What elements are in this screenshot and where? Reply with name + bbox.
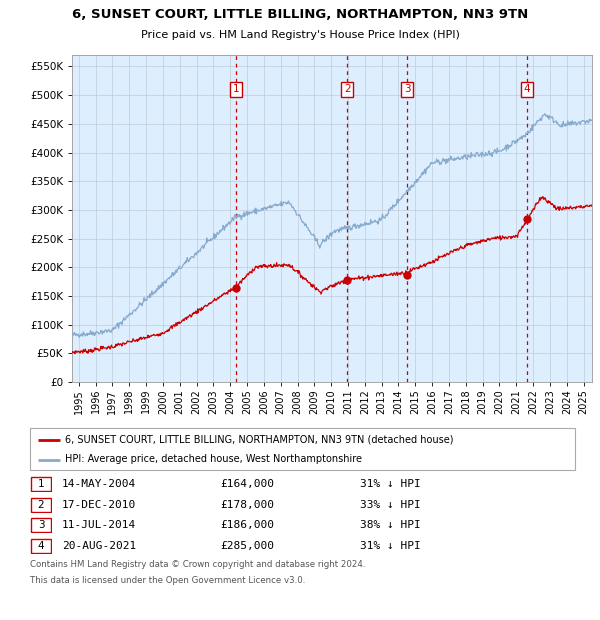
Text: 3: 3: [38, 520, 44, 530]
Text: Contains HM Land Registry data © Crown copyright and database right 2024.: Contains HM Land Registry data © Crown c…: [30, 560, 365, 569]
Text: 4: 4: [524, 84, 530, 94]
FancyBboxPatch shape: [31, 477, 51, 492]
Text: 1: 1: [38, 479, 44, 489]
FancyBboxPatch shape: [31, 497, 51, 512]
Text: Price paid vs. HM Land Registry's House Price Index (HPI): Price paid vs. HM Land Registry's House …: [140, 30, 460, 40]
Text: 6, SUNSET COURT, LITTLE BILLING, NORTHAMPTON, NN3 9TN (detached house): 6, SUNSET COURT, LITTLE BILLING, NORTHAM…: [65, 435, 454, 445]
Text: 31% ↓ HPI: 31% ↓ HPI: [360, 541, 421, 551]
Text: 2: 2: [344, 84, 350, 94]
Text: 20-AUG-2021: 20-AUG-2021: [62, 541, 136, 551]
FancyBboxPatch shape: [31, 539, 51, 553]
Text: HPI: Average price, detached house, West Northamptonshire: HPI: Average price, detached house, West…: [65, 454, 362, 464]
Text: 33% ↓ HPI: 33% ↓ HPI: [360, 500, 421, 510]
FancyBboxPatch shape: [31, 518, 51, 533]
Text: This data is licensed under the Open Government Licence v3.0.: This data is licensed under the Open Gov…: [30, 576, 305, 585]
Text: 3: 3: [404, 84, 411, 94]
Text: £178,000: £178,000: [220, 500, 274, 510]
Text: £186,000: £186,000: [220, 520, 274, 530]
Text: 31% ↓ HPI: 31% ↓ HPI: [360, 479, 421, 489]
Text: 17-DEC-2010: 17-DEC-2010: [62, 500, 136, 510]
Text: 4: 4: [38, 541, 44, 551]
Text: 1: 1: [233, 84, 240, 94]
Text: £164,000: £164,000: [220, 479, 274, 489]
Text: 38% ↓ HPI: 38% ↓ HPI: [360, 520, 421, 530]
Text: £285,000: £285,000: [220, 541, 274, 551]
Text: 11-JUL-2014: 11-JUL-2014: [62, 520, 136, 530]
Text: 6, SUNSET COURT, LITTLE BILLING, NORTHAMPTON, NN3 9TN: 6, SUNSET COURT, LITTLE BILLING, NORTHAM…: [72, 8, 528, 21]
FancyBboxPatch shape: [30, 428, 575, 470]
Text: 2: 2: [38, 500, 44, 510]
Text: 14-MAY-2004: 14-MAY-2004: [62, 479, 136, 489]
